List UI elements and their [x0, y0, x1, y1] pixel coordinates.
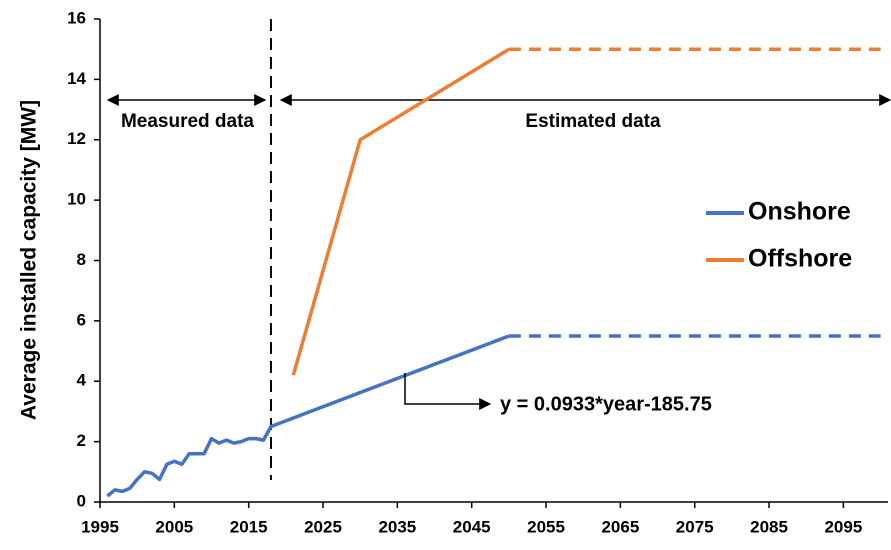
x-tick-label: 2005	[155, 517, 193, 536]
x-tick-label: 2015	[230, 517, 268, 536]
x-tick-label: 2035	[378, 517, 416, 536]
series-line	[107, 336, 509, 496]
x-tick-label: 2055	[527, 517, 565, 536]
y-axis-label: Average installed capacity [MW]	[18, 100, 41, 420]
y-tick-label: 6	[77, 310, 86, 329]
y-tick-label: 16	[67, 8, 86, 27]
series-line	[293, 49, 509, 375]
x-tick-label: 2045	[453, 517, 491, 536]
x-tick-label: 2065	[601, 517, 639, 536]
annotation: Estimated data	[525, 111, 661, 132]
x-tick-label: 2085	[750, 517, 788, 536]
x-tick-label: 2095	[824, 517, 862, 536]
x-tick-label: 1995	[81, 517, 119, 536]
y-tick-label: 2	[77, 431, 86, 450]
y-tick-label: 10	[67, 190, 86, 209]
x-tick-label: 2075	[676, 517, 714, 536]
annotation: y = 0.0933*year-185.75	[500, 393, 712, 415]
y-tick-label: 8	[77, 250, 86, 269]
legend-label: Onshore	[748, 198, 851, 226]
annotation: Measured data	[121, 111, 254, 132]
fit-pointer	[405, 373, 490, 404]
legend-label: Offshore	[748, 245, 852, 273]
y-tick-label: 4	[77, 371, 87, 390]
y-tick-label: 12	[67, 129, 86, 148]
y-tick-label: 0	[77, 491, 86, 510]
y-tick-label: 14	[67, 69, 86, 88]
x-tick-label: 2025	[304, 517, 342, 536]
